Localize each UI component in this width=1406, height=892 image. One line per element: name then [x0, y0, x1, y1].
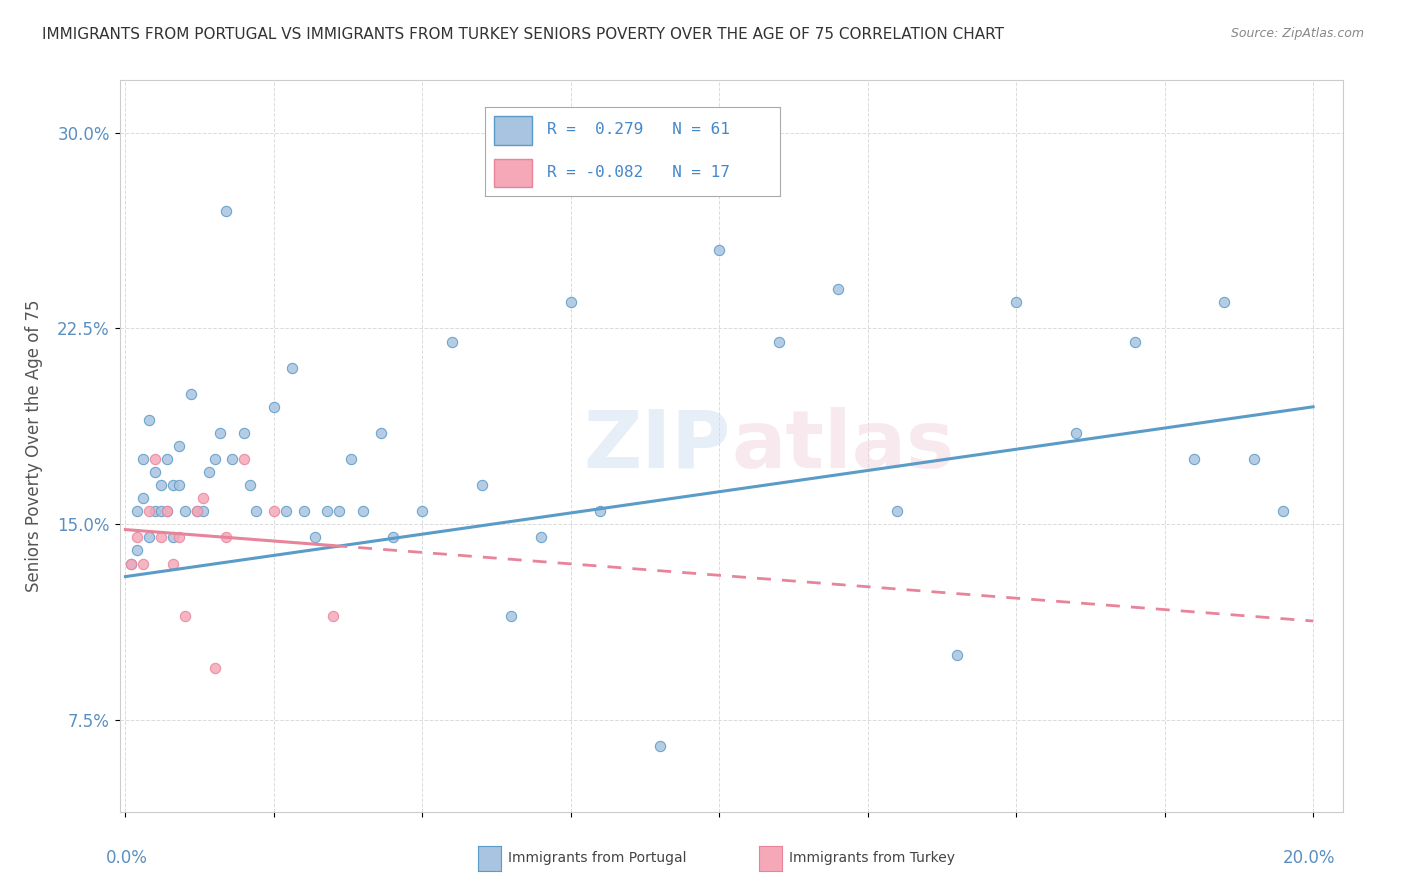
Text: R = -0.082   N = 17: R = -0.082 N = 17: [547, 165, 730, 180]
Point: [441, 334, 464, 349]
FancyBboxPatch shape: [494, 116, 533, 145]
Point: [197, 465, 219, 479]
Point: [1182, 452, 1205, 467]
Point: [263, 400, 285, 414]
Point: [292, 504, 315, 518]
Point: [328, 504, 350, 518]
Point: [233, 425, 256, 440]
Point: [132, 452, 155, 467]
Point: [1123, 334, 1146, 349]
Point: [191, 504, 214, 518]
Point: [204, 661, 226, 675]
Point: [304, 530, 326, 544]
Point: [138, 530, 160, 544]
Point: [156, 504, 179, 518]
Point: [167, 530, 190, 544]
Point: [120, 557, 142, 571]
Point: [1064, 425, 1087, 440]
Point: [132, 491, 155, 506]
Point: [150, 504, 173, 518]
Point: [560, 295, 582, 310]
Point: [186, 504, 208, 518]
Point: [280, 360, 302, 375]
Point: [132, 557, 155, 571]
Point: [167, 439, 190, 453]
Point: [215, 203, 238, 218]
Text: Immigrants from Portugal: Immigrants from Portugal: [508, 851, 686, 865]
Point: [209, 425, 232, 440]
Text: Immigrants from Turkey: Immigrants from Turkey: [789, 851, 955, 865]
Point: [156, 504, 179, 518]
Point: [186, 504, 208, 518]
Point: [127, 543, 149, 558]
Point: [768, 334, 790, 349]
Point: [120, 557, 142, 571]
Point: [221, 452, 243, 467]
Point: [886, 504, 908, 518]
Point: [239, 478, 262, 492]
Point: [945, 648, 967, 662]
Point: [501, 608, 523, 623]
Point: [245, 504, 267, 518]
Point: [162, 478, 184, 492]
Point: [352, 504, 374, 518]
Text: IMMIGRANTS FROM PORTUGAL VS IMMIGRANTS FROM TURKEY SENIORS POVERTY OVER THE AGE : IMMIGRANTS FROM PORTUGAL VS IMMIGRANTS F…: [42, 27, 1004, 42]
Point: [316, 504, 339, 518]
Point: [322, 608, 344, 623]
Point: [648, 739, 671, 754]
Point: [530, 530, 553, 544]
Point: [156, 452, 179, 467]
Point: [173, 504, 195, 518]
Text: Source: ZipAtlas.com: Source: ZipAtlas.com: [1230, 27, 1364, 40]
Point: [370, 425, 392, 440]
Point: [1005, 295, 1028, 310]
Text: R =  0.279   N = 61: R = 0.279 N = 61: [547, 122, 730, 137]
Point: [589, 504, 612, 518]
Point: [340, 452, 363, 467]
Point: [263, 504, 285, 518]
Point: [215, 530, 238, 544]
Point: [274, 504, 297, 518]
FancyBboxPatch shape: [494, 159, 533, 187]
Point: [162, 530, 184, 544]
Text: 0.0%: 0.0%: [105, 849, 148, 867]
Point: [471, 478, 494, 492]
Point: [167, 478, 190, 492]
Point: [381, 530, 404, 544]
Text: ZIP: ZIP: [583, 407, 731, 485]
Point: [180, 386, 202, 401]
Point: [827, 282, 849, 296]
Point: [150, 478, 173, 492]
Point: [150, 530, 173, 544]
Point: [143, 452, 166, 467]
Point: [204, 452, 226, 467]
Point: [233, 452, 256, 467]
Point: [173, 608, 195, 623]
Text: atlas: atlas: [731, 407, 955, 485]
Y-axis label: Seniors Poverty Over the Age of 75: Seniors Poverty Over the Age of 75: [25, 300, 44, 592]
Point: [127, 504, 149, 518]
Point: [619, 152, 641, 166]
Text: 20.0%: 20.0%: [1284, 849, 1336, 867]
Point: [1213, 295, 1236, 310]
Point: [138, 504, 160, 518]
Point: [143, 465, 166, 479]
Point: [1243, 452, 1265, 467]
Point: [191, 491, 214, 506]
Point: [138, 413, 160, 427]
Point: [1272, 504, 1295, 518]
Point: [143, 504, 166, 518]
Point: [127, 530, 149, 544]
Point: [709, 243, 731, 257]
Point: [411, 504, 433, 518]
Point: [162, 557, 184, 571]
